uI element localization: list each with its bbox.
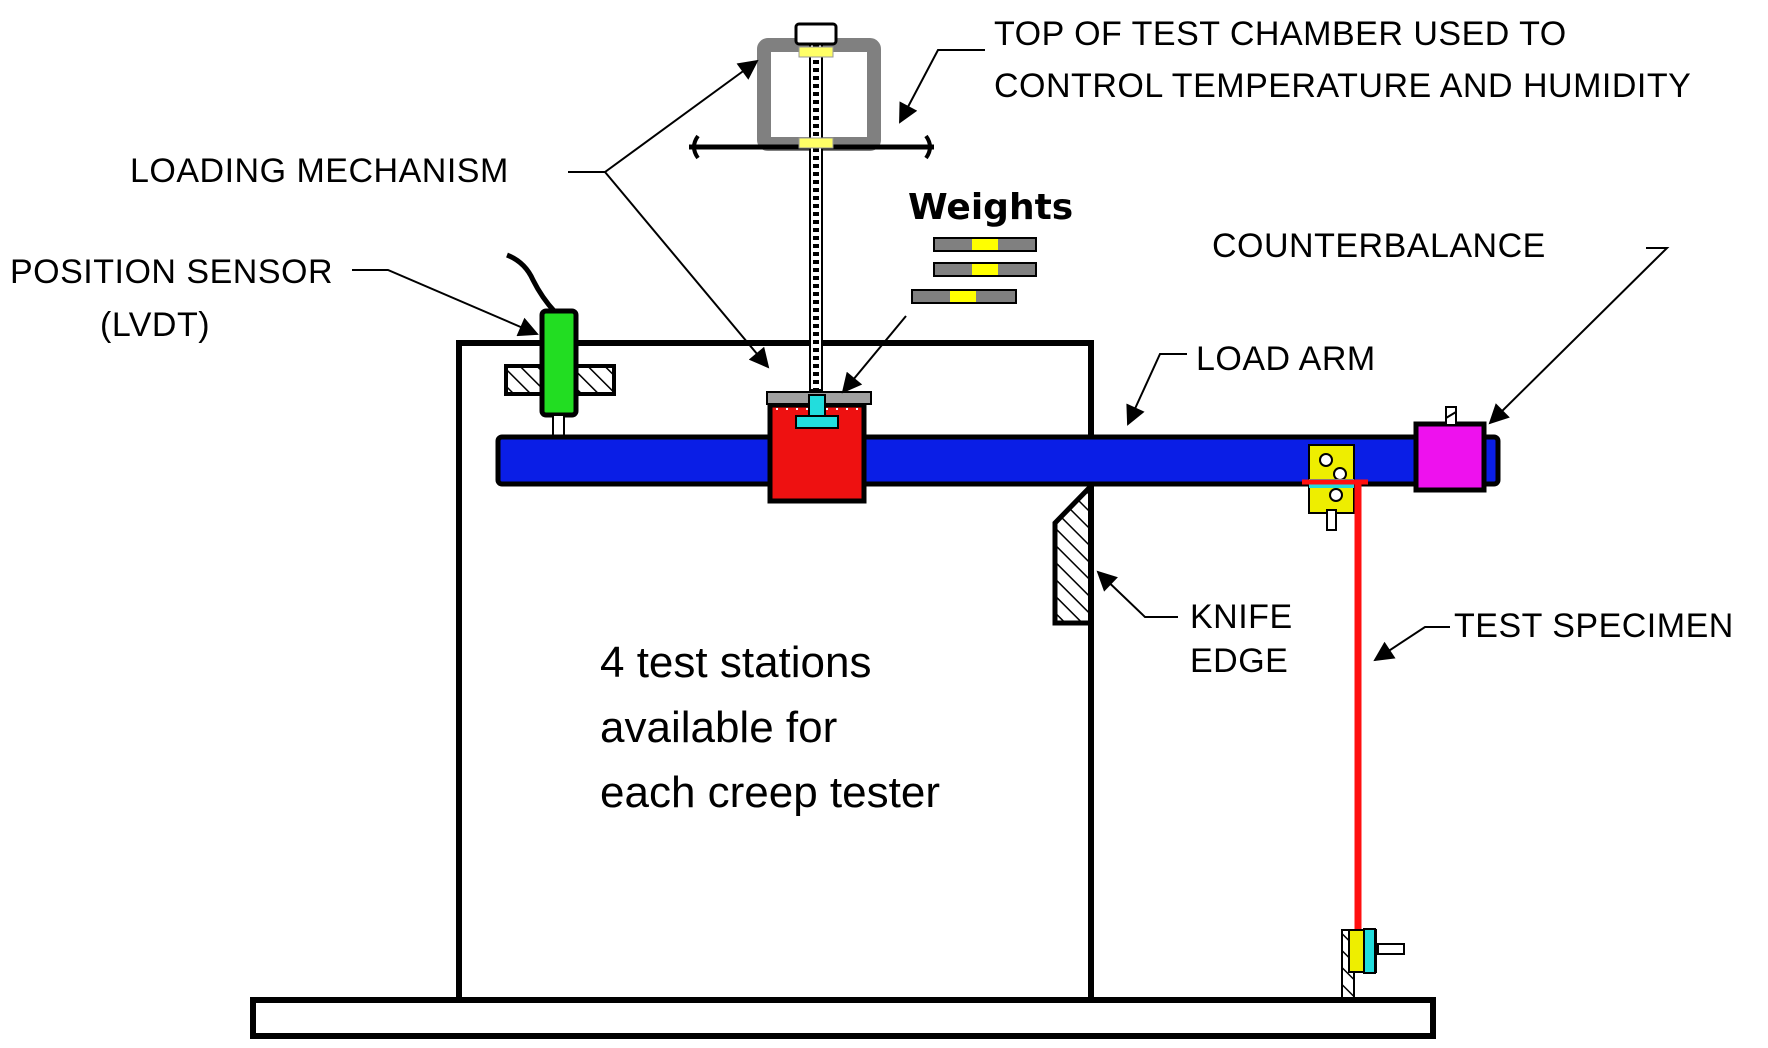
leader-lines — [352, 49, 1670, 662]
lower-specimen-grip — [1341, 928, 1405, 1001]
label-position-sensor: POSITION SENSOR — [10, 253, 333, 291]
label-test-specimen: TEST SPECIMEN — [1454, 607, 1734, 645]
knife-edge — [1052, 479, 1094, 626]
label-counterbalance: COUNTERBALANCE — [1212, 227, 1546, 265]
label-knife: KNIFE — [1190, 598, 1293, 636]
label-weights: Weights — [908, 187, 1073, 228]
base-plate — [250, 997, 1436, 1039]
counterbalance — [1413, 406, 1487, 493]
lvdt-body — [539, 308, 579, 418]
label-loading-mechanism: LOADING MECHANISM — [130, 152, 509, 190]
label-load-arm: LOAD ARM — [1196, 340, 1376, 378]
weights-stack — [911, 237, 1037, 304]
label-top-chamber-line1: TOP OF TEST CHAMBER USED TO — [994, 15, 1567, 53]
load-arm — [495, 434, 1501, 487]
loading-rod — [809, 35, 823, 391]
rod-bushings — [798, 46, 834, 149]
rod-connector — [795, 394, 839, 429]
label-edge: EDGE — [1190, 642, 1288, 680]
lvdt-cable — [506, 252, 557, 314]
upper-specimen-clamp — [1302, 444, 1368, 531]
lvdt-rod — [552, 414, 565, 437]
note-line2: available for — [600, 703, 837, 752]
note-line1: 4 test stations — [600, 638, 871, 687]
label-lvdt: (LVDT) — [100, 306, 210, 344]
note-line3: each creep tester — [600, 768, 940, 817]
label-top-chamber-line2: CONTROL TEMPERATURE AND HUMIDITY — [994, 67, 1691, 105]
rod-nut — [794, 22, 838, 46]
